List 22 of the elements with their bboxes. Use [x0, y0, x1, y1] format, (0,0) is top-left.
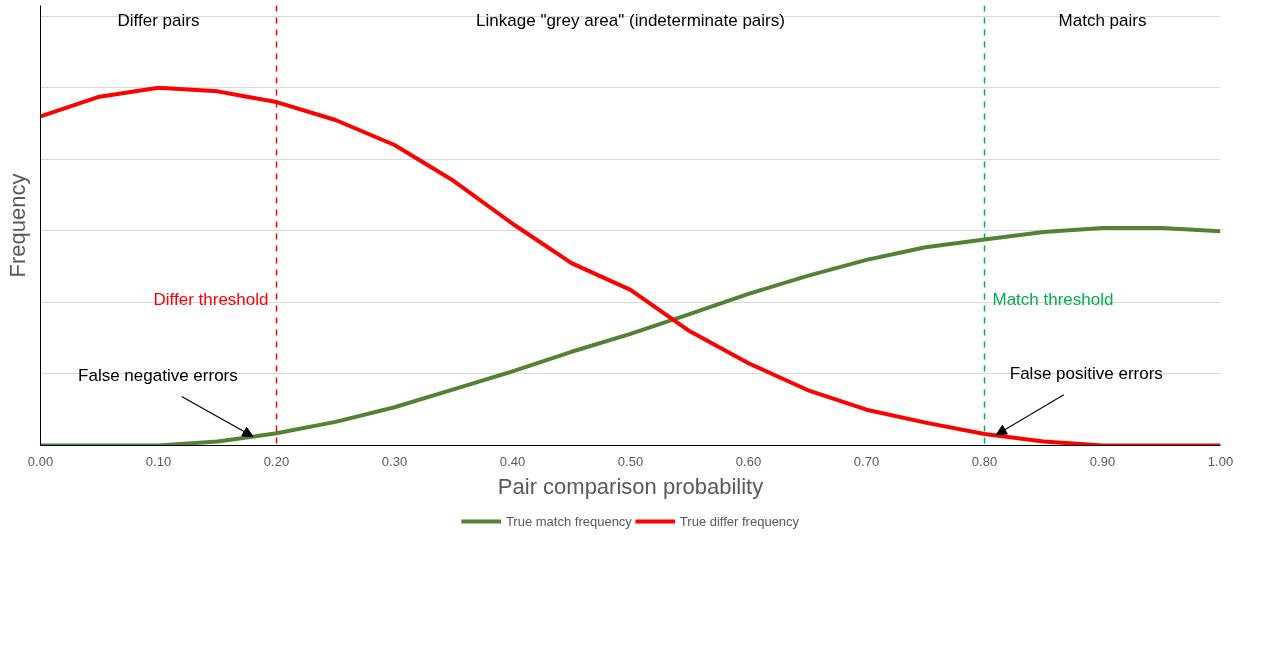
- y-axis-title: Frequency: [4, 173, 30, 278]
- x-tick-label: 1.00: [1207, 453, 1234, 469]
- ref-line-label: Differ threshold: [153, 290, 269, 310]
- x-tick-label: 0.40: [499, 453, 526, 469]
- text: Differ pairs: [117, 11, 200, 31]
- x-tick-label: 0.90: [1089, 453, 1116, 469]
- x-tick-label: 0.20: [263, 453, 290, 469]
- x-tick-label: 0.50: [617, 453, 644, 469]
- x-tick-label: 0.70: [853, 453, 880, 469]
- x-tick-label: 0.30: [381, 453, 408, 469]
- x-axis-title: Pair comparison probability: [497, 473, 764, 499]
- text: Linkage "grey area" (indeterminate pairs): [476, 11, 785, 31]
- text: Match pairs: [1058, 11, 1147, 31]
- legend-label: True match frequency: [505, 513, 632, 529]
- x-tick-label: 0.60: [735, 453, 762, 469]
- x-tick-label: 0.10: [145, 453, 172, 469]
- legend-label: True differ frequency: [679, 513, 800, 529]
- x-tick-label: 0.00: [27, 453, 54, 469]
- annotation: False negative errors: [78, 365, 238, 385]
- x-tick-label: 0.80: [971, 453, 998, 469]
- annotation: False positive errors: [1009, 363, 1163, 383]
- ref-line-label: Match threshold: [992, 290, 1114, 310]
